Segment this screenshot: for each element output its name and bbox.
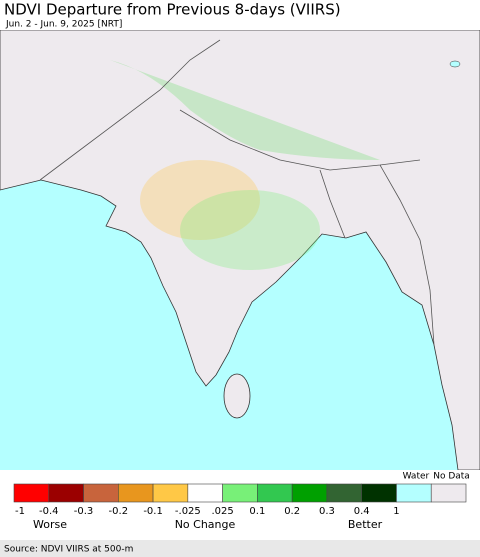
- sri-lanka: [223, 373, 251, 419]
- subtitle: Jun. 2 - Jun. 9, 2025 [NRT]: [5, 20, 122, 30]
- legend-swatch: [48, 483, 84, 503]
- legend-swatch: [396, 483, 432, 503]
- vegetation-patch: [140, 160, 260, 240]
- legend-tick-label: 0.4: [354, 506, 370, 517]
- legend-swatch: [13, 483, 50, 503]
- legend-tick-label: .025: [211, 506, 233, 517]
- lake: [449, 60, 461, 68]
- legend-swatch: [430, 483, 467, 503]
- legend-tick-label: 1: [393, 506, 399, 517]
- border: [179, 109, 421, 171]
- legend: Water No Data -1 -0.4 -0.3 -0.2 -0.1 -.025 .025 0…: [13, 472, 470, 531]
- legend-tick-label: -0.1: [143, 506, 163, 517]
- legend-tick-label: 0.3: [319, 506, 335, 517]
- legend-swatch: [361, 483, 397, 503]
- header-band: [0, 0, 480, 30]
- legend-tick-label: -0.3: [74, 506, 94, 517]
- legend-swatch: [118, 483, 154, 503]
- legend-caption: Better: [348, 518, 383, 531]
- land: [0, 29, 480, 471]
- legend-tick-label: -.025: [175, 506, 201, 517]
- legend-caption: Worse: [33, 518, 67, 531]
- legend-swatch-label: Water: [403, 472, 430, 482]
- legend-tick-label: -1: [15, 506, 25, 517]
- legend-caption: No Change: [175, 518, 236, 531]
- border: [319, 169, 346, 239]
- vegetation-patch: [110, 60, 380, 160]
- border: [379, 164, 435, 346]
- legend-tick-label: -0.2: [109, 506, 129, 517]
- legend-swatch: [83, 483, 119, 503]
- legend-swatch: [152, 483, 189, 503]
- legend-swatch-label: No Data: [433, 472, 470, 482]
- legend-swatch: [257, 483, 293, 503]
- legend-swatch: [222, 483, 258, 503]
- border: [39, 39, 221, 181]
- legend-band: [0, 470, 480, 540]
- map: [0, 29, 480, 471]
- legend-tick-label: -0.4: [39, 506, 59, 517]
- legend-swatch: [187, 483, 223, 503]
- source: Source: NDVI VIIRS at 500-m: [4, 545, 133, 555]
- title: NDVI Departure from Previous 8-days (VII…: [4, 1, 341, 19]
- legend-tick-label: 0.1: [249, 506, 265, 517]
- legend-swatch: [291, 483, 328, 503]
- legend-swatch: [326, 483, 362, 503]
- footer-band: [0, 540, 480, 557]
- vegetation-patch: [180, 190, 320, 270]
- legend-tick-label: 0.2: [284, 506, 300, 517]
